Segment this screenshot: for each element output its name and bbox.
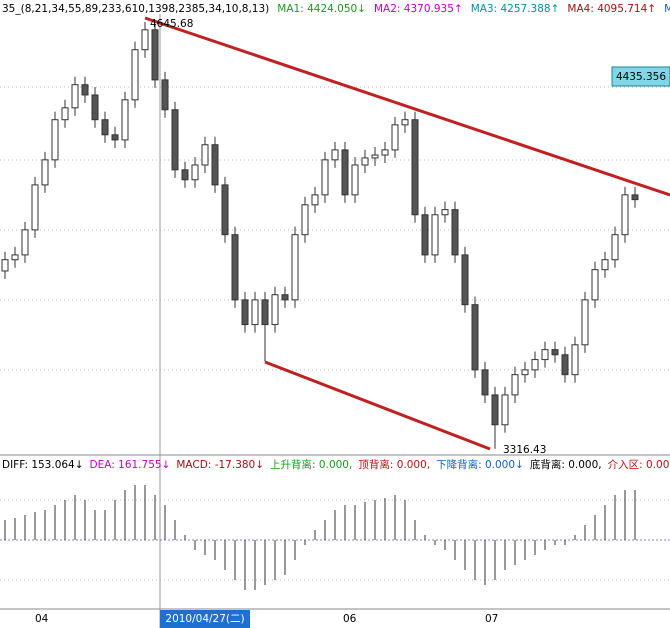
candle-body	[331, 149, 339, 161]
candle-body	[311, 194, 319, 206]
candle-body	[461, 254, 469, 306]
candle-body	[131, 49, 139, 101]
candle-body	[571, 344, 579, 376]
candle-body	[11, 254, 19, 261]
candle-body	[221, 184, 229, 236]
candle-body	[41, 159, 49, 186]
low-label: 3316.43	[503, 444, 546, 456]
candle-body	[191, 164, 199, 181]
legend-text: MA2: 4370.935↑	[374, 3, 463, 15]
candle-body	[91, 94, 99, 121]
candle-body	[301, 204, 309, 236]
candle-body	[431, 214, 439, 256]
legend-text: 上升背离: 0.000,	[270, 458, 352, 471]
candle-body	[51, 119, 59, 161]
legend-text: DEA: 161.755↓	[90, 459, 171, 471]
legend-text: 介入区: 0.000,	[608, 459, 670, 471]
candle-body	[581, 299, 589, 346]
month-label: 07	[485, 613, 498, 625]
candle-body	[451, 209, 459, 256]
legend-text: 下降背离: 0.000↓	[436, 458, 524, 471]
candle-body	[271, 294, 279, 326]
candle-body	[261, 299, 269, 326]
candle-body	[291, 234, 299, 301]
candle-body	[351, 164, 359, 196]
candle-body	[1, 259, 9, 272]
candle-body	[531, 359, 539, 371]
month-label: 04	[35, 613, 49, 625]
price-box	[611, 66, 670, 87]
candle-body	[401, 119, 409, 126]
candle-body	[251, 299, 259, 326]
candle-body	[321, 159, 329, 196]
candle-body	[281, 294, 289, 301]
legend-text: 底背离: 0.000,	[530, 458, 602, 471]
candle-body	[31, 184, 39, 231]
month-label: 06	[343, 613, 357, 625]
candle-body	[541, 349, 549, 361]
marks	[1, 21, 639, 590]
candle-body	[421, 214, 429, 256]
candle-body	[501, 394, 509, 426]
candle-body	[601, 259, 609, 271]
legend-text: MACD: -17.380↓	[176, 459, 264, 471]
legend-text: MA1: 4424.050↓	[277, 3, 366, 15]
candle-body	[391, 124, 399, 151]
candle-body	[201, 144, 209, 166]
candle-body	[471, 304, 479, 371]
legend-text: MA5: 3918	[664, 3, 670, 15]
candle-body	[521, 369, 529, 376]
cursor-date: 2010/04/27(二)	[165, 613, 244, 625]
legend-text: MA3: 4257.388↑	[471, 3, 560, 15]
candle-body	[551, 349, 559, 356]
candle-body	[101, 119, 109, 136]
candle-body	[381, 149, 389, 156]
candle-body	[171, 109, 179, 171]
candle-body	[241, 299, 249, 326]
candle-body	[21, 229, 29, 256]
candle-body	[341, 149, 349, 196]
candle-body	[121, 99, 129, 141]
date-box	[160, 610, 250, 628]
candle-body	[181, 169, 189, 181]
candle-body	[481, 369, 489, 396]
legend-text: DIFF: 153.064↓	[2, 459, 84, 471]
candle-body	[111, 134, 119, 141]
high-label: 4645.68	[150, 18, 193, 30]
candle-body	[511, 374, 519, 396]
candle-body	[71, 84, 79, 109]
trend-line-upper	[144, 16, 670, 197]
candle-body	[231, 234, 239, 301]
candle-body	[591, 269, 599, 301]
candle-body	[561, 354, 569, 376]
candle-body	[621, 194, 629, 236]
candle-body	[491, 394, 499, 426]
candle-body	[151, 29, 159, 81]
candle-body	[361, 157, 369, 166]
candle-body	[161, 79, 169, 111]
legend-text: 顶背离: 0.000,	[358, 458, 430, 471]
header: 35_(8,21,34,55,89,233,610,1398,2385,34,1…	[2, 3, 269, 15]
candle-body	[371, 154, 379, 159]
candle-body	[611, 234, 619, 261]
candle-body	[411, 119, 419, 216]
price-label: 4435.356	[616, 71, 666, 83]
legend-text: MA4: 4095.714↑	[567, 3, 656, 15]
candle-body	[61, 107, 69, 121]
candle-body	[81, 84, 89, 96]
candle-body	[211, 144, 219, 186]
trend-line-lower	[264, 360, 491, 451]
candle-body	[441, 209, 449, 216]
candle-body	[631, 194, 639, 201]
candle-body	[141, 29, 149, 51]
